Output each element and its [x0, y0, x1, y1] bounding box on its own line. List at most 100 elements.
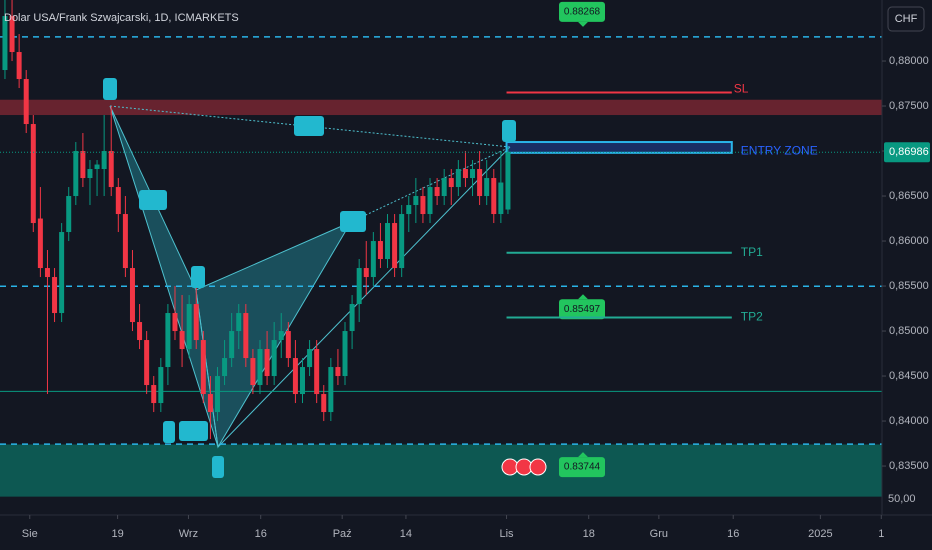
x-tick-label: 16: [727, 528, 739, 540]
currency-label: CHF: [895, 13, 918, 25]
y-tick-label: 0,87500: [889, 100, 929, 112]
price-line-badge: [559, 299, 605, 320]
y-tick-label: 0,86000: [889, 235, 929, 247]
candle-body: [108, 151, 114, 188]
candle-body: [2, 16, 8, 71]
candle-body: [52, 277, 58, 314]
candle-body: [80, 151, 86, 179]
level-label: TP2: [741, 310, 763, 324]
candle-body: [222, 358, 228, 377]
level-label: SL: [734, 82, 749, 96]
candle-body: [23, 79, 29, 125]
candle-body: [129, 268, 135, 323]
candle-body: [335, 367, 341, 377]
candle-body: [307, 349, 313, 368]
badge-arrow: [578, 294, 588, 300]
pattern-abc: [195, 220, 353, 449]
candle-body: [377, 241, 383, 260]
candle-body: [229, 331, 235, 359]
candle-body: [37, 218, 43, 269]
candle-body: [193, 304, 199, 341]
candle-body: [477, 169, 483, 197]
y-tick-label: 0,88000: [889, 55, 929, 67]
symbol-title: Dolar USA/Frank Szwajcarski, 1D, ICMARKE…: [4, 12, 239, 24]
candle-body: [250, 358, 256, 386]
x-tick-label: 14: [400, 528, 412, 540]
zone: [0, 444, 882, 497]
candle-body: [413, 196, 419, 206]
x-tick-label: 1: [878, 528, 884, 540]
badge-arrow: [578, 21, 588, 27]
candle-body: [406, 205, 412, 215]
extra-axis-label: 50,00: [888, 493, 916, 505]
y-tick-label: 0,84000: [889, 415, 929, 427]
point-label: [163, 421, 175, 443]
candle-body: [236, 313, 242, 332]
candle-body: [59, 232, 65, 314]
price-line-label: 0.83744: [564, 462, 601, 473]
candle-body: [115, 187, 121, 215]
candle-body: [292, 358, 298, 395]
y-tick-label: 0,85000: [889, 325, 929, 337]
point-label: [212, 456, 224, 478]
candle-body: [420, 196, 426, 215]
candle-body: [9, 16, 15, 53]
candle-body: [122, 214, 128, 269]
x-tick-label: Lis: [499, 528, 514, 540]
candle-body: [101, 151, 107, 170]
x-tick-label: 16: [255, 528, 267, 540]
last-price-label: 0,86986: [889, 146, 929, 158]
level-label: TP1: [741, 245, 763, 259]
point-label: [103, 78, 117, 100]
candle-body: [505, 152, 511, 210]
event-icon[interactable]: [529, 458, 547, 476]
pattern-labels: [103, 78, 547, 478]
candle-body: [214, 376, 220, 413]
candle-body: [356, 268, 362, 305]
candle-body: [399, 214, 405, 269]
pattern-leg: [217, 146, 511, 448]
last-price-badge: [884, 142, 930, 163]
candle-body: [16, 52, 22, 80]
candle-body: [158, 367, 164, 404]
plot: 0.88268 0.85497 0.83744 SL ENTRY ZONE TP1 TP2: [0, 0, 882, 478]
x-tick-label: 19: [111, 528, 123, 540]
x-tick-label: Gru: [650, 528, 668, 540]
candle-body: [44, 268, 50, 278]
price-line-badge: [559, 457, 605, 478]
candle-body: [264, 349, 270, 377]
candle-body: [349, 304, 355, 332]
candle-body: [87, 169, 93, 179]
y-tick-label: 0,83500: [889, 460, 929, 472]
candle-body: [257, 349, 263, 386]
candle-body: [342, 331, 348, 377]
price-line-badge: [559, 1, 605, 22]
candle-body: [243, 313, 249, 359]
x-tick-label: 2025: [808, 528, 832, 540]
candle-body: [434, 187, 440, 197]
candle-body: [321, 394, 327, 413]
candle-body: [30, 124, 36, 224]
candle-body: [363, 268, 369, 278]
candle-body: [385, 223, 391, 260]
candle-body: [172, 313, 178, 332]
candle-body: [448, 178, 454, 188]
candle-body: [314, 349, 320, 395]
x-tick-label: Paź: [333, 528, 352, 540]
point-label: [294, 116, 324, 136]
candle-body: [151, 385, 157, 404]
candle-body: [200, 340, 206, 395]
candle-body: [66, 196, 72, 233]
badge-arrow: [578, 452, 588, 458]
x-tick-label: 18: [583, 528, 595, 540]
price-line-label: 0.88268: [564, 7, 601, 18]
currency-button[interactable]: [887, 6, 925, 32]
candle-body: [491, 178, 497, 215]
candle-body: [427, 187, 433, 215]
x-tick-label: Sie: [22, 528, 38, 540]
candle-body: [370, 241, 376, 278]
candle-body: [179, 331, 185, 350]
candle-body: [73, 151, 79, 197]
candle-body: [300, 367, 306, 395]
